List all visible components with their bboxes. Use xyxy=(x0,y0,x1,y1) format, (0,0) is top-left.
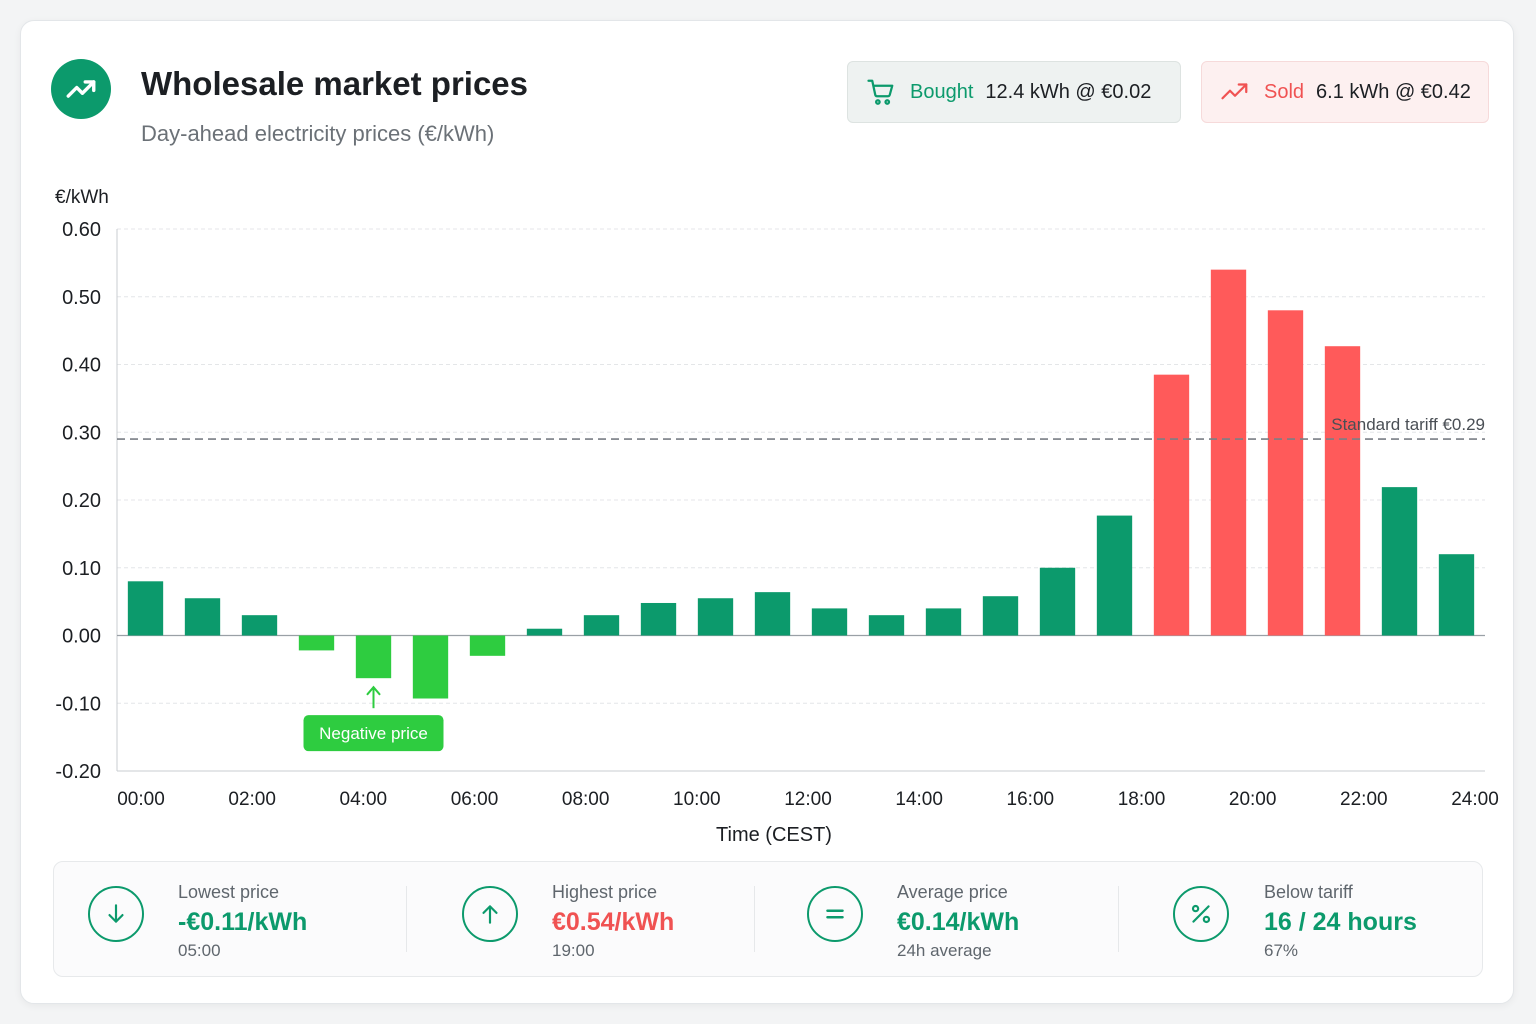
price-bar xyxy=(640,602,677,636)
cart-icon xyxy=(866,77,896,107)
price-bar xyxy=(583,615,620,636)
arrow-up-icon xyxy=(462,886,518,942)
y-tick-label: -0.10 xyxy=(55,693,101,715)
stat-label: Average price xyxy=(897,882,1008,902)
price-bar-chart: €/kWh 0.60 0.50 0.40 0.30 0.20 0.10 0.00 -0.10 -0… xyxy=(55,187,1499,846)
y-tick-label: 0.20 xyxy=(62,490,101,512)
divider xyxy=(406,886,407,952)
sold-label: Sold xyxy=(1264,80,1305,103)
stat-value: -€0.11/kWh xyxy=(178,908,308,936)
annotation-arrowhead xyxy=(366,685,381,696)
price-bar xyxy=(355,635,392,679)
x-tick-label: 10:00 xyxy=(673,789,721,810)
negative-price-badge xyxy=(303,715,444,752)
x-tick-label: 12:00 xyxy=(784,789,832,810)
trending-up-icon xyxy=(51,59,111,119)
page-subtitle: Day-ahead electricity prices (€/kWh) xyxy=(141,121,495,146)
stat-label: Highest price xyxy=(552,882,658,902)
x-tick-label: 14:00 xyxy=(895,789,943,810)
x-tick-label: 18:00 xyxy=(1118,789,1166,810)
stat-label: Lowest price xyxy=(178,882,280,902)
stat-label: Below tariff xyxy=(1264,882,1353,902)
price-bar xyxy=(127,581,164,636)
y-tick-label: -0.20 xyxy=(55,761,101,783)
bought-badge[interactable]: Bought 12.4 kWh @ €0.02 xyxy=(847,61,1181,123)
x-tick-label: 06:00 xyxy=(451,789,499,810)
bought-value: 12.4 kWh @ €0.02 xyxy=(985,80,1152,103)
x-tick-label: 24:00 xyxy=(1451,789,1499,810)
stat-value: €0.14/kWh xyxy=(897,908,1020,936)
x-tick-label: 04:00 xyxy=(340,789,388,810)
price-bar xyxy=(1039,567,1076,636)
price-bar xyxy=(526,628,563,636)
negative-price-label: Negative price xyxy=(319,724,428,743)
divider xyxy=(754,886,755,952)
bought-label: Bought xyxy=(910,80,974,103)
price-card: Wholesale market prices Day-ahead electr… xyxy=(20,20,1514,1004)
price-bar xyxy=(184,598,221,636)
y-tick-label: 0.30 xyxy=(62,422,101,444)
price-bar xyxy=(298,635,335,651)
price-bar xyxy=(982,596,1019,636)
y-tick-label: 0.60 xyxy=(62,219,101,241)
price-bar xyxy=(1267,310,1304,636)
page-title: Wholesale market prices xyxy=(141,65,529,102)
sold-badge[interactable]: Sold 6.1 kWh @ €0.42 xyxy=(1201,61,1489,123)
standard-tariff-label: Standard tariff €0.29 xyxy=(1331,415,1485,434)
x-tick-label: 00:00 xyxy=(117,789,165,810)
x-tick-label: 22:00 xyxy=(1340,789,1388,810)
x-tick-label: 02:00 xyxy=(228,789,276,810)
price-bar xyxy=(1153,374,1190,636)
y-tick-label: 0.50 xyxy=(62,287,101,309)
price-bar xyxy=(925,608,962,636)
x-axis-label: Time (CEST) xyxy=(716,824,832,846)
price-bar xyxy=(469,635,506,656)
x-tick-label: 20:00 xyxy=(1229,789,1277,810)
trending-up-icon xyxy=(1220,77,1250,107)
y-tick-label: 0.00 xyxy=(62,626,101,648)
price-bar xyxy=(868,615,905,636)
sold-value: 6.1 kWh @ €0.42 xyxy=(1316,80,1471,103)
price-bar xyxy=(1096,515,1133,636)
stat-value: €0.54/kWh xyxy=(552,908,675,936)
price-bar xyxy=(811,608,848,636)
stat-value: 16 / 24 hours xyxy=(1264,908,1417,936)
y-tick-label: 0.40 xyxy=(62,355,101,377)
stat-sub: 24h average xyxy=(897,941,992,960)
price-bar xyxy=(412,635,449,699)
equals-icon xyxy=(807,886,863,942)
stat-sub: 05:00 xyxy=(178,941,221,960)
price-bar xyxy=(241,615,278,636)
price-bar xyxy=(697,598,734,636)
arrow-down-icon xyxy=(88,886,144,942)
stat-sub: 67% xyxy=(1264,941,1299,960)
y-axis-label: €/kWh xyxy=(55,187,109,208)
y-tick-label: 0.10 xyxy=(62,558,101,580)
price-bar xyxy=(1210,269,1247,636)
price-bar xyxy=(1324,346,1361,636)
stat-sub: 19:00 xyxy=(552,941,595,960)
percent-icon xyxy=(1173,886,1229,942)
price-bar xyxy=(1381,487,1418,636)
price-bar xyxy=(754,592,791,636)
stats-panel: Lowest price -€0.11/kWh 05:00 Highest pr… xyxy=(53,861,1483,977)
x-tick-label: 16:00 xyxy=(1007,789,1055,810)
x-tick-label: 08:00 xyxy=(562,789,610,810)
divider xyxy=(1118,886,1119,952)
price-bar xyxy=(1438,554,1475,636)
